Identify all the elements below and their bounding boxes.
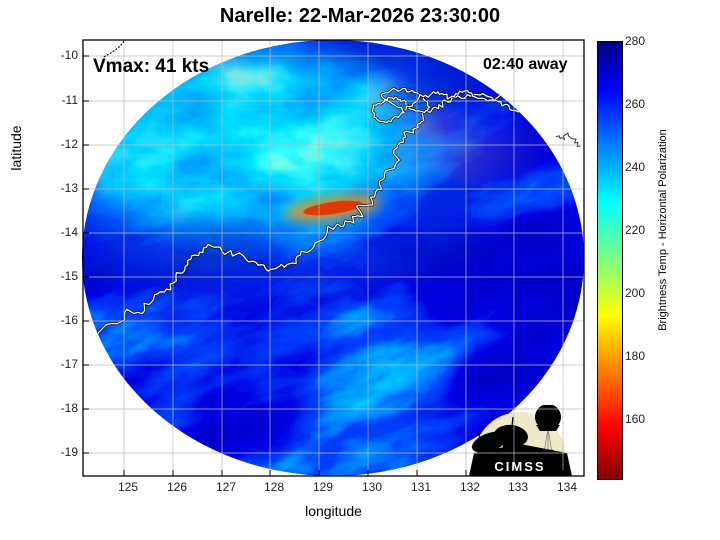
svg-text:CIMSS: CIMSS	[494, 459, 545, 474]
